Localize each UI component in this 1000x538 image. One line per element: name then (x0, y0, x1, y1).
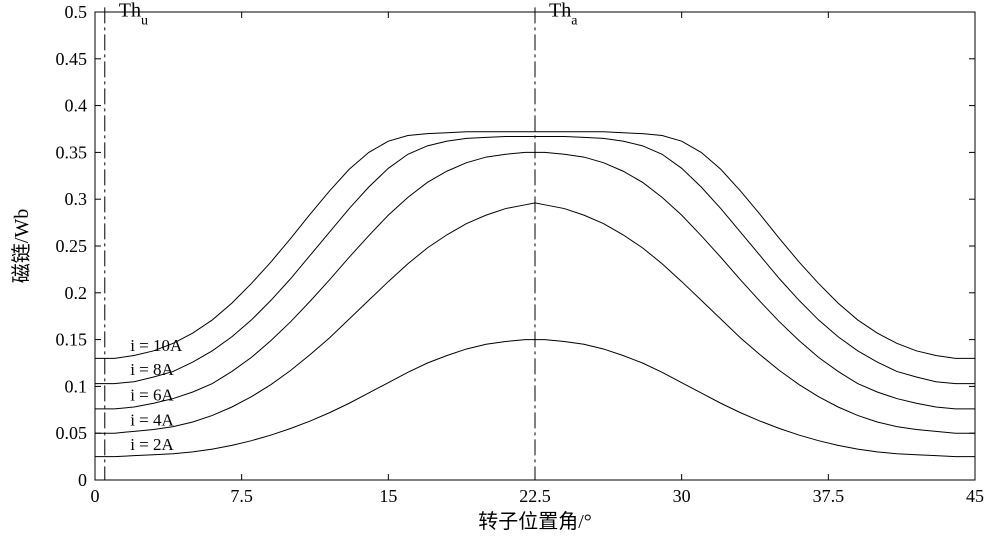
x-tick-label: 15 (379, 486, 397, 506)
y-tick-label: 0.5 (65, 2, 88, 22)
y-tick-label: 0.3 (65, 189, 88, 209)
y-tick-label: 0.35 (56, 142, 88, 162)
y-tick-label: 0.25 (56, 236, 88, 256)
x-tick-label: 7.5 (230, 486, 253, 506)
series-label-i=2A: i = 2A (130, 435, 174, 454)
y-tick-label: 0.05 (56, 423, 88, 443)
series-label-i=10A: i = 10A (130, 336, 183, 355)
series-label-i=8A: i = 8A (130, 360, 174, 379)
series-label-i=4A: i = 4A (130, 411, 174, 430)
flux-linkage-chart: 0 7.5 15 22.5 30 37.5 45 0 0.05 0.1 0.15 0.2 0.25 0.3… (0, 0, 1000, 538)
x-tick-label: 37.5 (813, 486, 845, 506)
y-tick-label: 0.2 (65, 283, 88, 303)
y-tick-label: 0.1 (65, 376, 88, 396)
x-tick-label: 45 (966, 486, 984, 506)
chart-svg: 0 7.5 15 22.5 30 37.5 45 0 0.05 0.1 0.15 0.2 0.25 0.3… (0, 0, 1000, 538)
ref-label-Th_u: Thu (119, 0, 148, 28)
y-tick-label: 0.15 (56, 330, 88, 350)
x-axis-label: 转子位置角/° (478, 510, 592, 533)
series-label-i=6A: i = 6A (130, 385, 174, 404)
x-tick-label: 30 (673, 486, 691, 506)
ref-label-Th_a: Tha (549, 0, 578, 28)
y-tick-label: 0.4 (65, 96, 88, 116)
x-tick-label: 0 (91, 486, 100, 506)
y-tick-label: 0 (78, 470, 87, 490)
y-tick-label: 0.45 (56, 49, 88, 69)
x-tick-label: 22.5 (519, 486, 551, 506)
y-axis-label: 磁链/Wb (10, 209, 33, 283)
